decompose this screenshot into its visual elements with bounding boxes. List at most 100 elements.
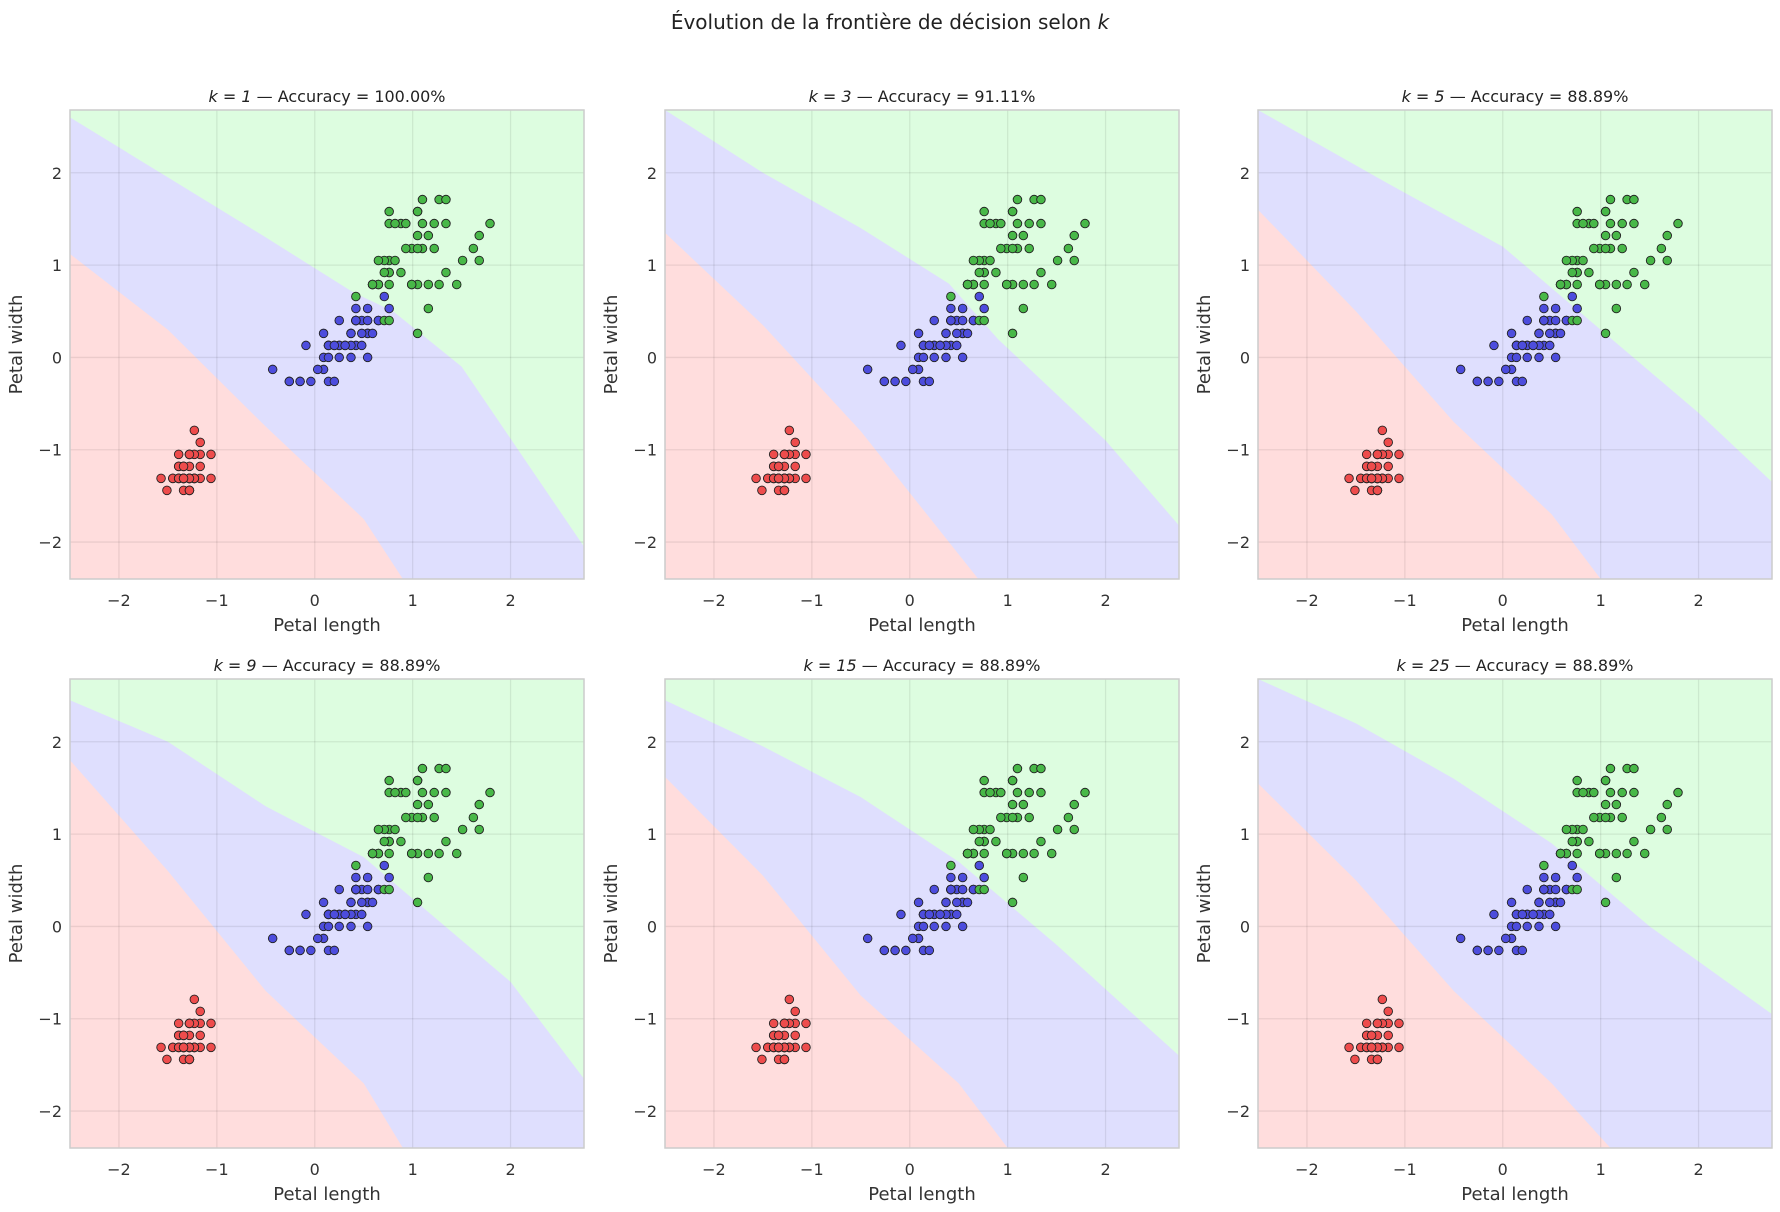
subplot-title-k: k = 1 <box>208 87 251 106</box>
data-point-blue <box>334 921 344 932</box>
data-point-green <box>1572 848 1582 859</box>
subplot-grid: −2 −1 0 1 2 −2 −1 0 1 2 Petal length Petal width k =… <box>6 87 1773 1205</box>
plot-area <box>1258 679 1772 1148</box>
data-point-blue <box>1550 315 1561 326</box>
region-red <box>1258 783 1611 1148</box>
data-point-blue <box>901 945 911 956</box>
data-point-green <box>1617 243 1627 254</box>
data-point-blue <box>1522 884 1532 895</box>
data-point-blue <box>1500 364 1511 375</box>
subplot-title-k: k = 15 <box>803 656 856 675</box>
x-tick-label: −1 <box>1393 591 1417 610</box>
data-point-green <box>1012 787 1023 798</box>
y-tick-label: 1 <box>52 256 62 275</box>
data-point-green <box>373 824 384 835</box>
axes-frame <box>1257 109 1773 580</box>
data-point-green <box>379 836 390 847</box>
data-point-blue <box>1517 340 1528 351</box>
data-point-blue <box>1545 897 1555 908</box>
data-point-green <box>1600 812 1611 823</box>
data-point-blue <box>957 315 968 326</box>
y-tick-label: −1 <box>1226 441 1250 460</box>
data-point-green <box>401 787 411 798</box>
data-point-green <box>1639 848 1650 859</box>
y-tick-label: −1 <box>633 1010 657 1029</box>
data-point-green <box>1572 884 1582 895</box>
y-axis-label: Petal width <box>601 295 622 395</box>
data-point-blue <box>946 884 956 895</box>
data-point-green <box>468 243 479 254</box>
data-point-green <box>1007 812 1018 823</box>
region-red <box>1258 209 1601 579</box>
data-point-blue <box>1539 315 1549 326</box>
x-tick-label: 1 <box>1003 1160 1013 1179</box>
data-point-green <box>1622 848 1632 859</box>
data-point-green <box>1046 279 1057 290</box>
data-point-green <box>946 860 956 871</box>
y-tick-label: −1 <box>38 441 62 460</box>
y-tick-label: 1 <box>647 256 657 275</box>
data-point-blue <box>367 328 378 339</box>
subplot-title-k: k = 25 <box>1396 656 1449 675</box>
subplot-title-accuracy: — Accuracy = 100.00% <box>252 87 446 106</box>
data-point-red <box>790 1006 800 1017</box>
y-tick-label: −2 <box>1226 1102 1250 1121</box>
region-red <box>665 232 979 579</box>
data-point-blue <box>295 376 305 387</box>
data-point-red <box>178 1030 189 1041</box>
y-tick-label: 0 <box>647 348 657 367</box>
data-point-red <box>195 437 205 448</box>
data-point-blue <box>946 315 956 326</box>
x-tick-label: 1 <box>1596 591 1606 610</box>
data-point-blue <box>862 364 873 375</box>
data-point-green <box>1007 206 1018 217</box>
subplot-title-k: k = 9 <box>214 656 257 675</box>
data-point-green <box>1069 824 1079 835</box>
data-point-red <box>1372 485 1383 496</box>
data-point-green <box>412 897 423 908</box>
data-point-green <box>1589 218 1599 229</box>
data-point-blue <box>913 897 924 908</box>
data-point-green <box>1572 315 1582 326</box>
y-axis-label: Petal width <box>601 864 622 964</box>
data-point-green <box>1036 787 1046 798</box>
y-axis-label: Petal width <box>1194 864 1215 964</box>
data-point-blue <box>1539 884 1549 895</box>
data-point-green <box>1029 848 1039 859</box>
data-point-blue <box>346 328 356 339</box>
data-point-green <box>396 267 406 278</box>
data-point-green <box>979 279 989 290</box>
data-point-red <box>1383 461 1393 472</box>
y-tick-label: −1 <box>633 441 657 460</box>
data-point-blue <box>329 376 340 387</box>
axes-frame <box>69 678 585 1149</box>
data-point-green <box>412 243 423 254</box>
data-point-green <box>457 824 468 835</box>
data-point-green <box>962 279 973 290</box>
data-point-blue <box>357 909 367 920</box>
data-point-green <box>390 218 400 229</box>
data-point-green <box>441 194 451 205</box>
data-point-blue <box>929 884 939 895</box>
data-point-red <box>178 461 189 472</box>
data-point-blue <box>329 340 340 351</box>
data-point-blue <box>907 364 918 375</box>
data-point-green <box>985 255 995 266</box>
data-point-green <box>417 787 428 798</box>
data-point-green <box>946 291 956 302</box>
data-point-blue <box>334 352 344 363</box>
data-point-green <box>1024 787 1034 798</box>
data-point-blue <box>941 921 951 932</box>
data-point-green <box>1080 218 1090 229</box>
data-point-red <box>173 449 184 460</box>
x-tick-label: −1 <box>205 1160 229 1179</box>
data-point-green <box>991 836 1001 847</box>
x-axis-label: Petal length <box>1461 1184 1568 1205</box>
data-point-red <box>1372 1018 1383 1029</box>
data-point-blue <box>346 897 356 908</box>
data-point-green <box>1600 897 1611 908</box>
data-point-green <box>412 775 423 786</box>
data-point-green <box>451 848 462 859</box>
data-point-blue <box>1494 376 1504 387</box>
